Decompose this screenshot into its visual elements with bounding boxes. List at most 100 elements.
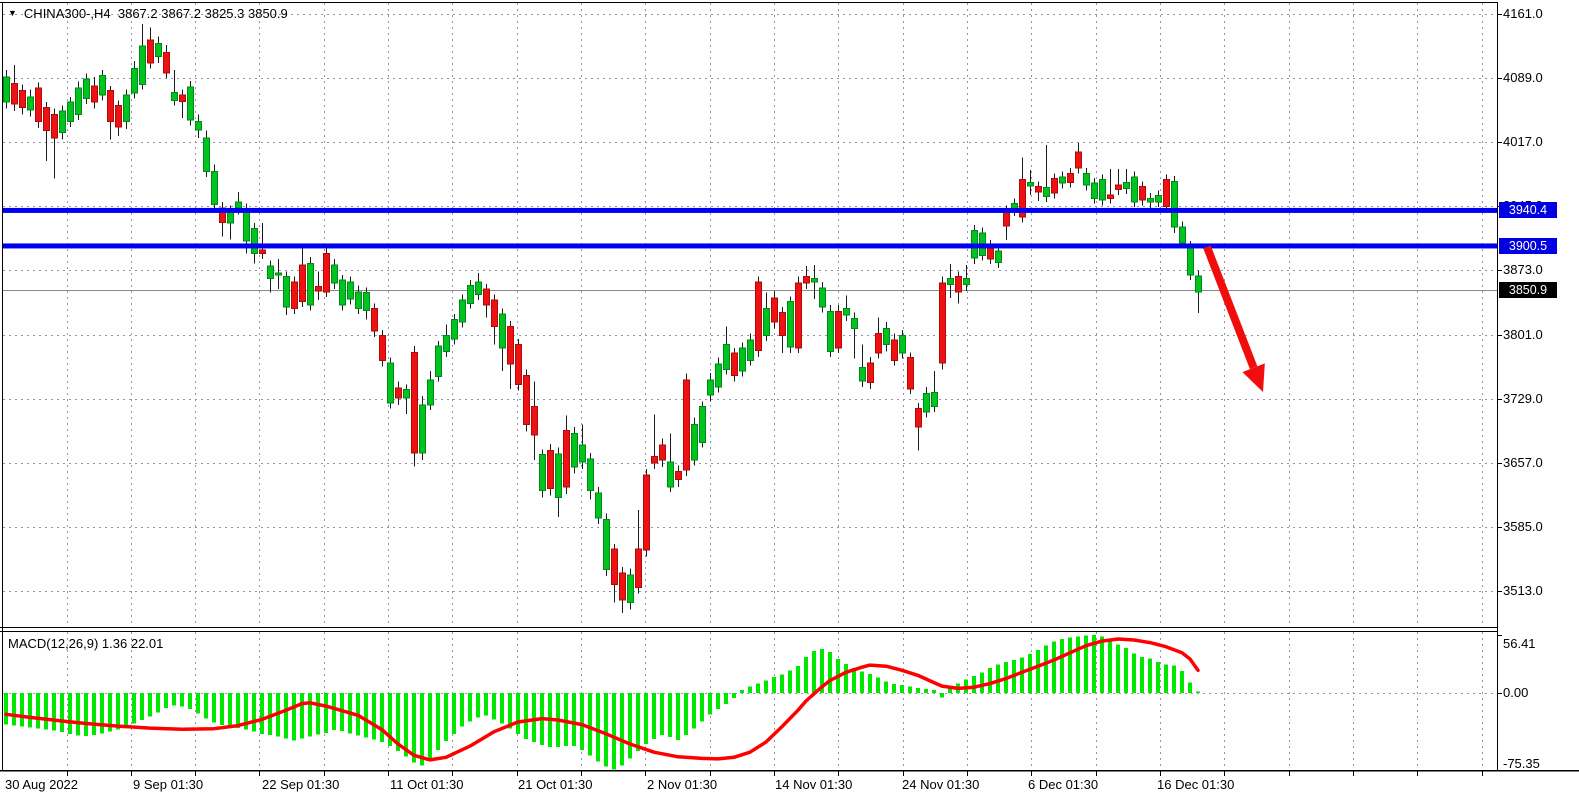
bear-candle	[891, 339, 898, 361]
macd-histogram-bar	[36, 692, 40, 729]
macd-histogram-bar	[708, 692, 712, 715]
bull-candle	[363, 292, 370, 312]
bear-candle	[1139, 186, 1146, 201]
macd-histogram-bar	[140, 692, 144, 720]
macd-histogram-bar	[932, 690, 936, 693]
bull-candle	[1083, 172, 1090, 186]
macd-histogram-bar	[404, 692, 408, 757]
bear-candle	[147, 39, 154, 64]
macd-histogram-bar	[1084, 635, 1088, 693]
bull-candle	[1091, 182, 1098, 199]
macd-histogram-bar	[916, 688, 920, 693]
macd-histogram-bar	[476, 692, 480, 718]
macd-histogram-bar	[292, 692, 296, 741]
bear-candle	[779, 311, 786, 336]
bear-candle	[299, 264, 306, 303]
bull-candle	[923, 392, 930, 413]
bull-candle	[747, 339, 754, 361]
resistance-line[interactable]	[3, 243, 1497, 249]
macd-histogram-bar	[196, 692, 200, 714]
macd-histogram-bar	[428, 692, 432, 760]
down-arrow-annotation	[1203, 245, 1265, 392]
bull-candle	[1179, 226, 1186, 244]
bull-candle	[459, 299, 466, 323]
macd-histogram-bar	[1020, 657, 1024, 693]
bear-candle	[11, 82, 18, 105]
macd-histogram-bar	[1148, 658, 1152, 693]
macd-histogram-bar	[780, 674, 784, 693]
bear-candle	[643, 474, 650, 551]
bear-candle	[755, 281, 762, 352]
bull-candle	[347, 281, 354, 300]
macd-histogram-bar	[252, 692, 256, 732]
bear-candle	[675, 471, 682, 481]
macd-histogram-bar	[860, 671, 864, 693]
macd-histogram-bar	[92, 692, 96, 735]
bear-candle	[771, 297, 778, 323]
macd-histogram-bar	[716, 692, 720, 710]
bull-candle	[555, 453, 562, 498]
candlestick-series	[3, 23, 1202, 614]
macd-histogram-bar	[948, 687, 952, 693]
macd-histogram-bar	[652, 692, 656, 739]
macd-histogram-bar	[996, 664, 1000, 693]
arrow-shaft[interactable]	[1203, 245, 1258, 370]
macd-histogram-bar	[28, 692, 32, 728]
bull-candle	[1155, 195, 1162, 203]
macd-histogram-bar	[748, 686, 752, 693]
macd-histogram-bar	[604, 692, 608, 767]
bull-candle	[331, 264, 338, 284]
macd-histogram-bar	[972, 675, 976, 693]
macd-histogram-bar	[108, 692, 112, 732]
macd-histogram-bar	[124, 692, 128, 727]
macd-indicator	[4, 635, 1200, 770]
macd-histogram-bar	[332, 692, 336, 731]
macd-histogram-bar	[676, 692, 680, 740]
macd-histogram-bar	[516, 692, 520, 734]
bear-candle	[523, 375, 530, 425]
macd-histogram-bar	[436, 692, 440, 751]
bear-candle	[795, 282, 802, 349]
macd-histogram-bar	[300, 692, 304, 739]
arrow-head[interactable]	[1242, 363, 1265, 392]
bear-candle	[291, 281, 298, 310]
bull-candle	[691, 423, 698, 461]
bear-candle	[867, 362, 874, 384]
macd-signal-line	[4, 637, 1200, 762]
bull-candle	[211, 171, 218, 206]
bull-candle	[475, 281, 482, 295]
macd-histogram-bar	[588, 692, 592, 756]
bear-candle	[107, 90, 114, 123]
bear-candle	[1003, 210, 1010, 227]
macd-histogram-bar	[876, 677, 880, 693]
macd-histogram-bar	[740, 690, 744, 693]
bull-candle	[811, 277, 818, 283]
bear-candle	[1075, 151, 1082, 169]
macd-histogram-bar	[564, 692, 568, 747]
macd-histogram-bar	[636, 692, 640, 752]
macd-histogram-bar	[444, 692, 448, 741]
macd-histogram-bar	[260, 692, 264, 734]
macd-histogram-bar	[1052, 641, 1056, 693]
resistance-line[interactable]	[3, 207, 1497, 213]
bear-candle	[1067, 172, 1074, 183]
bull-candle	[627, 574, 634, 604]
macd-histogram-bar	[572, 692, 576, 747]
macd-histogram-bar	[812, 650, 816, 693]
macd-histogram-bar	[1116, 644, 1120, 693]
macd-histogram-bar	[1196, 691, 1200, 693]
macd-histogram-bar	[116, 692, 120, 730]
macd-histogram-bar	[412, 692, 416, 763]
macd-histogram-bar	[828, 651, 832, 693]
macd-histogram-bar	[1092, 635, 1096, 693]
bear-candle	[1163, 179, 1170, 207]
bull-candle	[1171, 180, 1178, 228]
bear-candle	[259, 249, 266, 255]
bear-candle	[91, 85, 98, 103]
bull-candle	[139, 45, 146, 85]
macd-histogram-bar	[620, 692, 624, 766]
bear-candle	[411, 351, 418, 454]
macd-histogram-bar	[492, 692, 496, 720]
macd-histogram-bar	[1068, 637, 1072, 693]
